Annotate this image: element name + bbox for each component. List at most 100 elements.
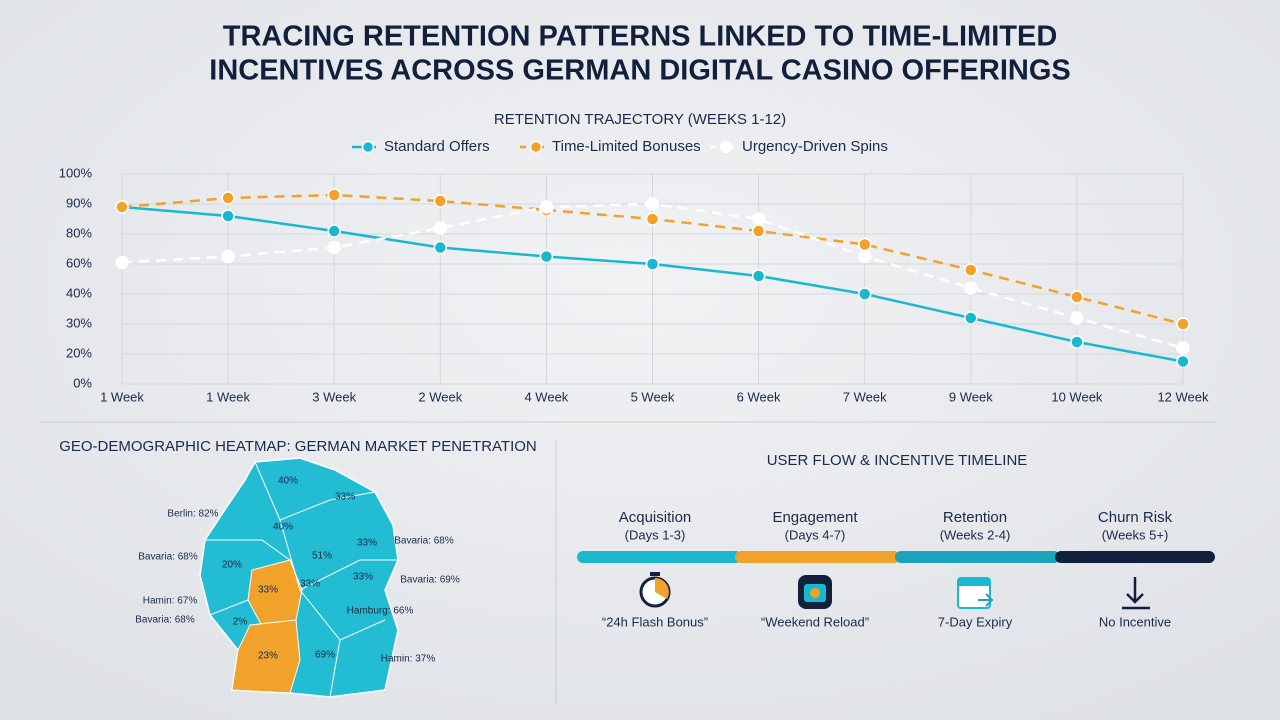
stage-name: Engagement <box>772 509 858 526</box>
bar-segment <box>735 551 900 563</box>
data-point <box>327 188 341 202</box>
data-point <box>433 194 448 208</box>
data-point <box>1070 290 1084 304</box>
data-point <box>751 269 766 283</box>
legend-label: Urgency-Driven Spins <box>742 138 888 155</box>
stage-period: (Weeks 2-4) <box>940 527 1011 542</box>
stage-name: Retention <box>943 509 1007 526</box>
region-label: 33% <box>357 538 377 549</box>
y-tick-label: 0% <box>73 375 92 390</box>
legend-label: Time-Limited Bonuses <box>552 138 701 155</box>
data-point <box>857 249 872 264</box>
data-point <box>964 311 978 325</box>
data-point <box>645 257 660 271</box>
region-label: 51% <box>312 551 332 562</box>
region-label: 40% <box>278 476 298 487</box>
y-tick-label: 100% <box>59 165 93 180</box>
x-tick-label: 9 Week <box>949 389 993 404</box>
map-callout: Hamin: 67% <box>143 596 198 607</box>
region-label: 2% <box>233 617 248 628</box>
region-label: 33% <box>300 579 320 590</box>
region-label: 23% <box>258 651 278 662</box>
x-tick-label: 4 Week <box>524 389 568 404</box>
stage-name: Churn Risk <box>1098 509 1173 526</box>
timeline-bar <box>577 551 1215 563</box>
map-borders <box>205 461 398 698</box>
stage-example: “Weekend Reload” <box>761 614 869 629</box>
x-tick-label: 7 Week <box>843 389 887 404</box>
stage-example: 7-Day Expiry <box>938 614 1013 629</box>
data-point <box>645 212 660 226</box>
stage-period: (Weeks 5+) <box>1102 527 1169 542</box>
data-point <box>115 200 129 214</box>
stage-example: “24h Flash Bonus” <box>602 614 708 629</box>
x-tick-label: 10 Week <box>1051 389 1103 404</box>
map-callout: Bavaria: 68% <box>138 552 198 563</box>
x-tick-label: 1 Week <box>100 389 144 404</box>
bar-segment <box>1055 551 1215 563</box>
data-point <box>327 240 341 255</box>
map-callout: Hamin: 37% <box>381 654 436 665</box>
data-point <box>857 237 872 252</box>
region-label: 33% <box>335 492 355 503</box>
data-point <box>539 249 554 264</box>
region-label: 40% <box>273 522 293 533</box>
map-callout: Bavaria: 69% <box>400 575 460 586</box>
stage-period: (Days 4-7) <box>785 527 846 542</box>
calendar-icon <box>978 593 994 607</box>
data-point <box>964 263 978 277</box>
y-tick-label: 30% <box>66 315 92 330</box>
data-point <box>1070 311 1084 325</box>
bar-segment <box>577 551 742 563</box>
data-point <box>221 209 235 223</box>
map-callout: Berlin: 82% <box>167 509 218 520</box>
data-point <box>1070 335 1084 349</box>
stage-name: Acquisition <box>619 509 692 526</box>
x-tick-label: 1 Week <box>206 389 250 404</box>
y-tick-label: 20% <box>66 345 92 360</box>
data-point <box>221 191 235 205</box>
y-tick-label: 60% <box>66 255 92 270</box>
stopwatch-icon <box>655 578 669 599</box>
heatmap-title: GEO-DEMOGRAPHIC HEATMAP: GERMAN MARKET P… <box>59 438 537 455</box>
map <box>199 457 399 698</box>
legend-marker <box>719 140 733 154</box>
stage-example: No Incentive <box>1099 614 1171 629</box>
map-callout: Hamburg: 66% <box>347 606 414 617</box>
data-point <box>751 212 766 226</box>
x-tick-label: 5 Week <box>631 389 675 404</box>
y-tick-label: 40% <box>66 285 92 300</box>
x-tick-label: 3 Week <box>312 389 356 404</box>
region-label: 20% <box>222 560 242 571</box>
title-line: TRACING RETENTION PATTERNS LINKED TO TIM… <box>223 21 1058 53</box>
data-point <box>539 200 554 214</box>
legend-label: Standard Offers <box>384 138 490 155</box>
stage-period: (Days 1-3) <box>625 527 686 542</box>
map-callout: Bavaria: 68% <box>394 536 454 547</box>
line-chart: 0% 20% 30% 40% 60% 80% 90% 100% 1 Week 1 Week 3 We… <box>59 138 1209 404</box>
chart-title: RETENTION TRAJECTORY (WEEKS 1-12) <box>494 111 786 128</box>
data-point <box>115 255 129 270</box>
data-point <box>433 240 448 255</box>
stages: Acquisition (Days 1-3) “24h Flash Bonus”… <box>602 509 1173 629</box>
region-label: 33% <box>258 585 278 596</box>
slot-icon <box>810 588 820 598</box>
data-point <box>645 197 660 211</box>
timeline-title: USER FLOW & INCENTIVE TIMELINE <box>767 452 1028 469</box>
title-line: INCENTIVES ACROSS GERMAN DIGITAL CASINO … <box>209 55 1070 87</box>
x-tick-label: 2 Week <box>418 389 462 404</box>
map-region <box>231 619 301 694</box>
data-point <box>1176 317 1190 331</box>
data-point <box>327 224 341 238</box>
x-tick-label: 6 Week <box>737 389 781 404</box>
region-label: 33% <box>353 572 373 583</box>
data-point <box>751 224 766 238</box>
stage-icons <box>639 572 1150 610</box>
bar-segment <box>895 551 1060 563</box>
data-point <box>1176 354 1190 369</box>
calendar-icon <box>958 578 990 586</box>
data-point <box>964 281 978 295</box>
region-label: 69% <box>315 650 335 661</box>
stopwatch-icon <box>650 572 660 576</box>
